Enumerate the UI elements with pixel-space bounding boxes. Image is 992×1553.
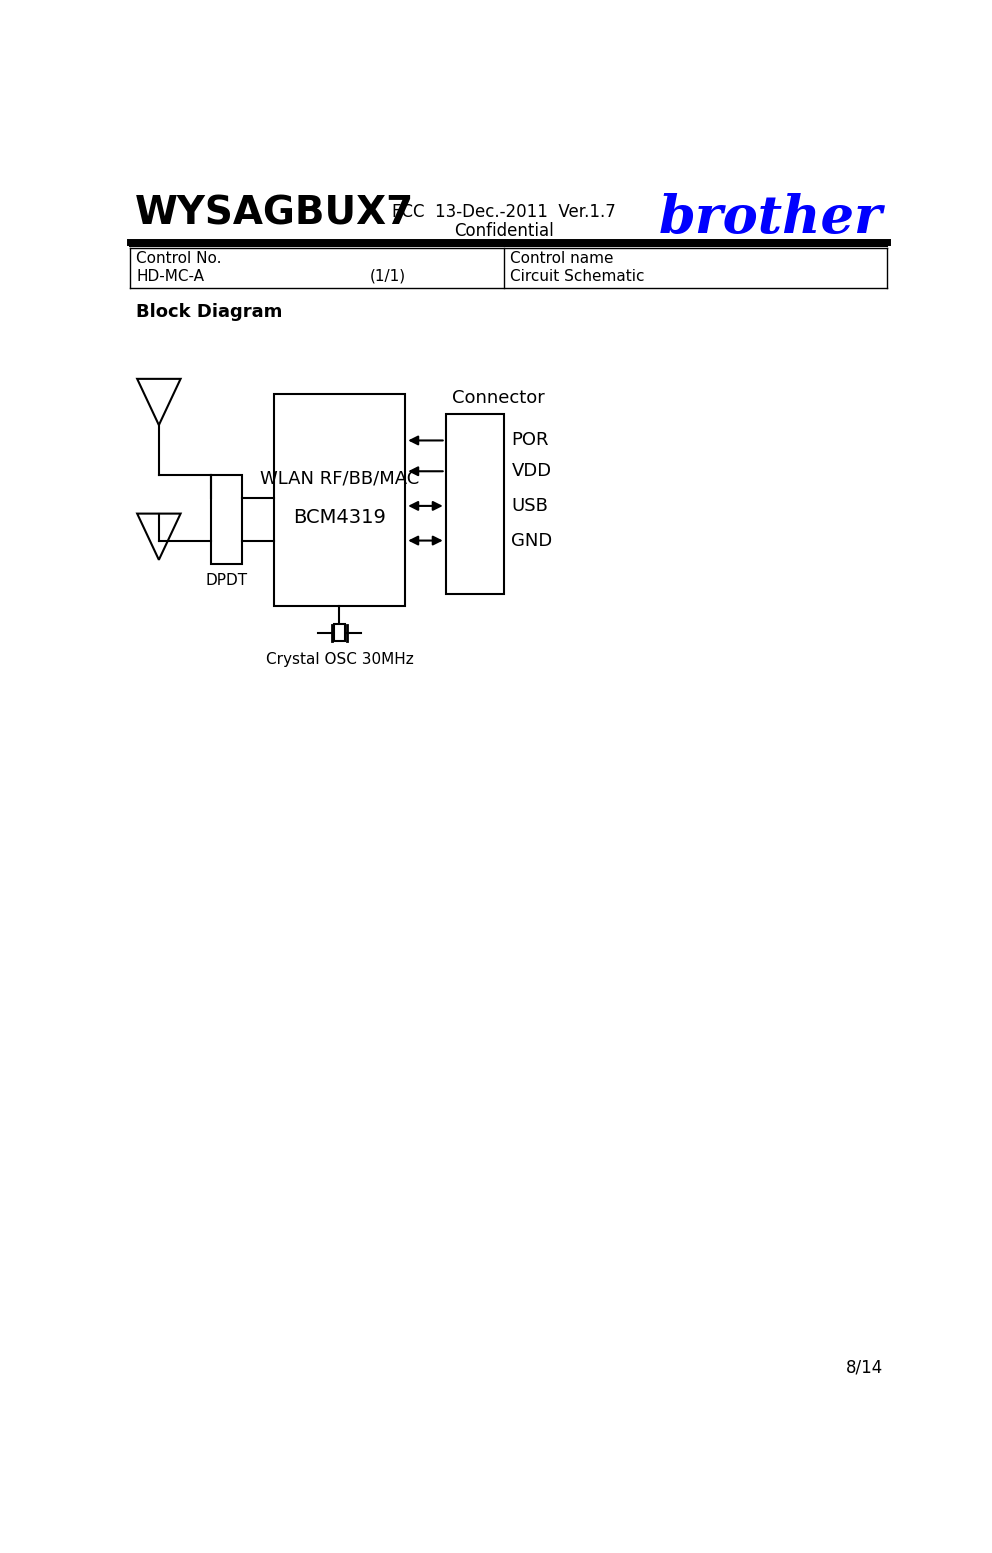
Text: Control No.: Control No. <box>137 252 222 266</box>
Bar <box>274 394 406 606</box>
Text: USB: USB <box>512 497 549 516</box>
Text: (1/1): (1/1) <box>369 269 406 284</box>
Text: Crystal OSC 30MHz: Crystal OSC 30MHz <box>266 652 414 668</box>
Text: Control name: Control name <box>510 252 613 266</box>
Text: WYSAGBUX7: WYSAGBUX7 <box>135 194 414 231</box>
Text: Block Diagram: Block Diagram <box>137 303 283 321</box>
Text: Confidential: Confidential <box>454 222 554 239</box>
Text: GND: GND <box>512 531 553 550</box>
Text: DPDT: DPDT <box>205 573 247 589</box>
Text: 8/14: 8/14 <box>846 1357 884 1376</box>
Text: VDD: VDD <box>512 463 552 480</box>
Text: BCM4319: BCM4319 <box>293 508 386 526</box>
Text: Connector: Connector <box>451 390 545 407</box>
Text: brother: brother <box>659 193 882 244</box>
Text: FCC  13-Dec.-2011  Ver.1.7: FCC 13-Dec.-2011 Ver.1.7 <box>392 203 616 221</box>
Bar <box>210 475 242 564</box>
Text: Circuit Schematic: Circuit Schematic <box>510 269 645 284</box>
Text: POR: POR <box>512 432 549 449</box>
Bar <box>334 624 345 641</box>
Text: WLAN RF/BB/MAC: WLAN RF/BB/MAC <box>260 471 419 488</box>
Text: HD-MC-A: HD-MC-A <box>137 269 204 284</box>
Bar <box>445 413 504 595</box>
